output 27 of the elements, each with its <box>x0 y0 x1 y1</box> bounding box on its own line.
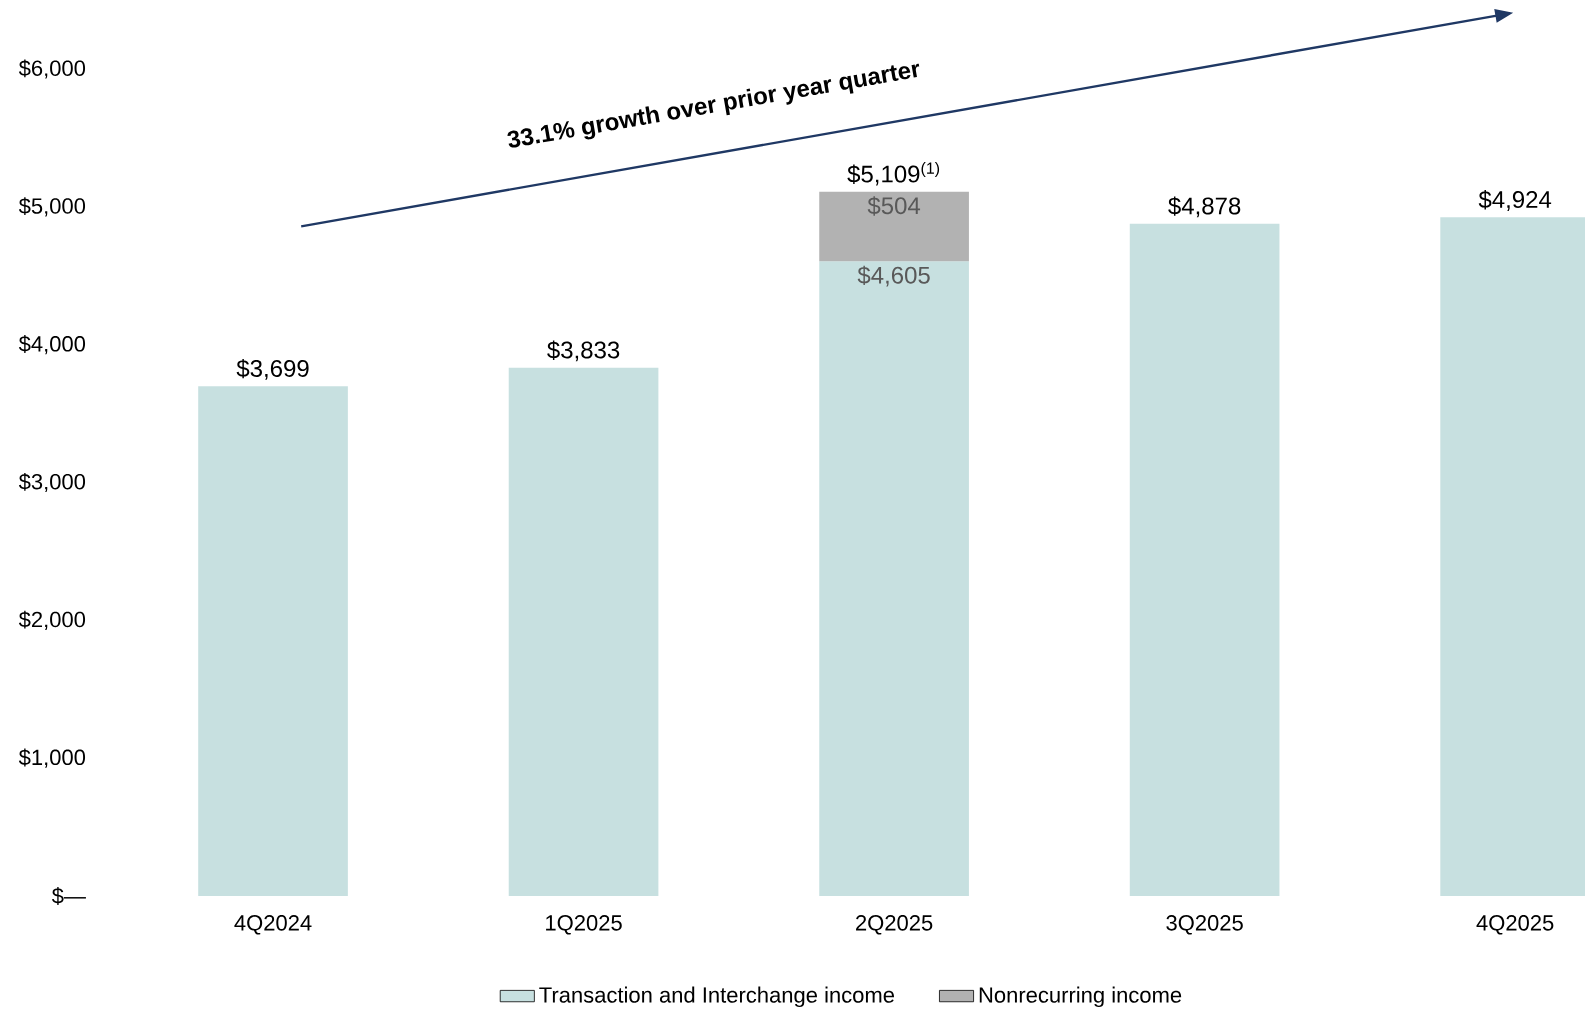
y-tick-label: $6,000 <box>18 59 86 79</box>
x-tick-label: 2Q2025 <box>856 915 933 935</box>
total-label: $3,699 <box>236 358 309 380</box>
bar <box>1129 223 1280 896</box>
total-label: $4,924 <box>1478 190 1552 211</box>
bar <box>198 386 348 896</box>
total-label: $5,109$^{(1)}$ <box>847 162 940 186</box>
total-label: $4,878 <box>1168 196 1241 218</box>
legend-label: Nonrecurring income <box>979 986 1182 1008</box>
x-tick-label: 3Q2025 <box>1166 915 1243 935</box>
bar <box>819 261 969 896</box>
data-label: $4,605 <box>857 265 930 287</box>
x-tick-label: 4Q2024 <box>234 915 312 935</box>
annotation: 33.1% growth over prior year quarter <box>507 63 920 148</box>
y-tick-label: $— <box>51 887 86 905</box>
bar <box>819 191 969 262</box>
y-tick-label: $4,000 <box>18 335 86 355</box>
y-tick-label: $3,000 <box>18 472 86 493</box>
total-label: $3,833 <box>547 340 620 362</box>
x-tick-label: 1Q2025 <box>546 915 622 935</box>
y-tick-label: $1,000 <box>18 748 86 768</box>
x-tick-label: 4Q2025 <box>1476 915 1554 935</box>
y-tick-label: $2,000 <box>18 610 86 630</box>
bar <box>508 367 659 896</box>
data-label: $504 <box>867 196 921 216</box>
legend-label: Transaction and Interchange income <box>539 986 895 1008</box>
y-tick-label: $5,000 <box>18 197 86 217</box>
